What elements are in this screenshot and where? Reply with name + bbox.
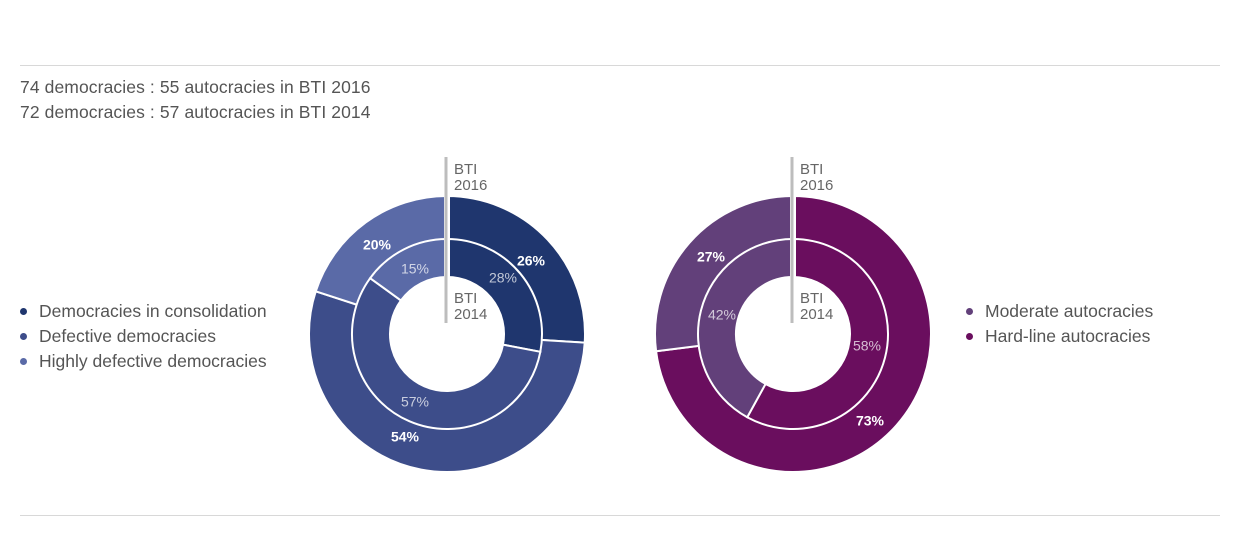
data-label-bti-2014-moderate-autocracies: 42% (708, 307, 736, 323)
ring-label-bti-2016-line-1: BTI (800, 161, 823, 178)
legend-autocracies: Moderate autocracies Hard-line autocracie… (966, 299, 1153, 349)
top-divider (20, 65, 1220, 66)
ring-label-bti-2014-line-1: BTI (454, 290, 477, 307)
slice-bti-2014-hard-line-autocracies (745, 237, 889, 430)
slice-bti-2014-democracies-in-consolidation (446, 237, 543, 353)
slice-bti-2014-moderate-autocracies (697, 237, 794, 419)
data-label-bti-2016-moderate-autocracies: 27% (697, 249, 726, 265)
legend-item-democracies-in-consolidation: Democracies in consolidation (20, 299, 267, 324)
legend-swatch-icon (966, 308, 973, 315)
legend-item-hard-line-autocracies: Hard-line autocracies (966, 324, 1153, 349)
legend-swatch-icon (20, 333, 27, 340)
ring-label-bti-2016-line-2: 2016 (454, 177, 487, 194)
data-label-bti-2016-hard-line-autocracies: 73% (856, 413, 885, 429)
subtitle-democracies-2016: 74 democracies : 55 autocracies in BTI 2… (20, 77, 371, 97)
data-label-bti-2016-defective-democracies: 54% (391, 429, 420, 445)
data-label-bti-2016-democracies-in-consolidation: 26% (517, 253, 546, 269)
data-label-bti-2014-defective-democracies: 57% (401, 394, 429, 410)
legend-label: Hard-line autocracies (985, 326, 1151, 346)
slice-bti-2014-defective-democracies (351, 276, 542, 430)
legend-item-defective-democracies: Defective democracies (20, 324, 267, 349)
ring-label-bti-2014-line-2: 2014 (800, 306, 833, 323)
legend-item-moderate-autocracies: Moderate autocracies (966, 299, 1153, 324)
legend-democracies: Democracies in consolidation Defective de… (20, 299, 267, 374)
legend-swatch-icon (20, 308, 27, 315)
ring-label-bti-2016-line-2: 2016 (800, 177, 833, 194)
data-label-bti-2014-hard-line-autocracies: 58% (853, 338, 881, 354)
data-label-bti-2014-highly-defective-democracies: 15% (401, 261, 429, 277)
legend-label: Defective democracies (39, 326, 217, 346)
legend-label: Highly defective democracies (39, 351, 267, 371)
ring-label-bti-2016-line-1: BTI (454, 161, 477, 178)
ring-label-bti-2014-line-2: 2014 (454, 306, 487, 323)
legend-label: Democracies in consolidation (39, 301, 267, 321)
bottom-divider (20, 515, 1220, 516)
data-label-bti-2016-highly-defective-democracies: 20% (363, 237, 392, 253)
legend-label: Moderate autocracies (985, 301, 1154, 321)
subtitle-democracies-2014: 72 democracies : 57 autocracies in BTI 2… (20, 102, 371, 122)
ring-label-bti-2014-line-1: BTI (800, 290, 823, 307)
legend-swatch-icon (966, 333, 973, 340)
legend-swatch-icon (20, 358, 27, 365)
legend-item-highly-defective-democracies: Highly defective democracies (20, 349, 267, 374)
data-label-bti-2014-democracies-in-consolidation: 28% (489, 270, 517, 286)
